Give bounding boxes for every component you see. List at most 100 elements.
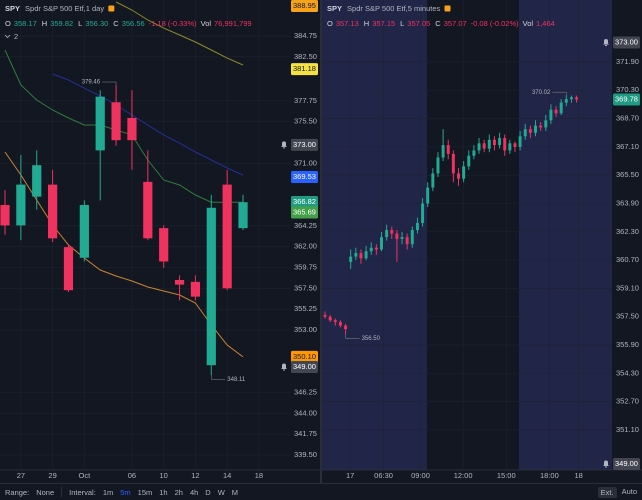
candle-body [333, 320, 337, 323]
source-badge [108, 5, 115, 12]
candle-body [111, 102, 121, 141]
candle-body [328, 316, 332, 321]
price-label-box [613, 458, 640, 470]
interval-button[interactable]: 5m [120, 487, 131, 497]
x-tick-label: 17 [346, 471, 354, 480]
candle-body [400, 237, 404, 239]
auto-button[interactable]: Auto [621, 486, 637, 496]
candle-body [16, 184, 26, 226]
stat-label: O [5, 19, 11, 28]
volume: 76,991,799 [214, 19, 252, 28]
candle-body [238, 202, 248, 229]
stat-value: 357.05 [407, 19, 430, 28]
separator [61, 487, 63, 497]
y-tick-label: 362.30 [616, 227, 639, 236]
toolbar-right: Ext. Auto [597, 486, 637, 498]
chart-title: Spdr S&P 500 Etf,5 minutes [347, 4, 440, 13]
candle-body [364, 251, 368, 259]
candle-body [569, 97, 573, 100]
interval-button[interactable]: 2h [174, 487, 183, 497]
price-label-box [291, 196, 318, 209]
x-tick-label: 10 [160, 471, 168, 480]
chart-header: SPY Spdr S&P 500 Etf,1 day [5, 4, 104, 13]
candle-body [395, 233, 399, 239]
range-select[interactable]: None [36, 487, 55, 497]
y-tick-label: 367.10 [616, 142, 639, 151]
price-label: 381.18 [293, 64, 316, 73]
candle-body [513, 143, 517, 147]
candle-body [564, 99, 568, 103]
volume: 1,464 [536, 19, 555, 28]
candle-body [174, 280, 185, 285]
candle-body [349, 256, 353, 262]
y-tick-label: 371.90 [616, 57, 639, 66]
alert-bell [603, 460, 609, 468]
chart-header: SPY Spdr S&P 500 Etf,5 minutes [327, 4, 441, 13]
stat-label: L [400, 19, 404, 28]
price-label: 373.00 [615, 37, 638, 46]
interval-button[interactable]: M [231, 487, 239, 497]
candle-body [190, 281, 201, 297]
candle-body [127, 117, 137, 141]
interval-button[interactable]: 1h [159, 487, 168, 497]
candle-body [222, 184, 232, 289]
stat-value: 358.17 [14, 19, 37, 28]
indicator-line [52, 73, 244, 176]
candle-body [441, 145, 445, 158]
y-tick-label: 341.75 [294, 429, 317, 438]
x-tick-label: 15:00 [497, 471, 516, 480]
candle-body [385, 230, 389, 238]
x-tick-label: 14 [223, 471, 231, 480]
y-tick-label: 365.50 [616, 170, 639, 179]
y-tick-label: 382.50 [294, 52, 317, 61]
stat-label: O [327, 19, 333, 28]
candle-body [498, 138, 502, 146]
y-tick-label: 363.90 [616, 198, 639, 207]
interval-button[interactable]: 1m [102, 487, 114, 497]
x-tick-label: 29 [48, 471, 56, 480]
x-tick-label: 27 [17, 471, 25, 480]
candle-body [415, 222, 419, 231]
candle-body [472, 150, 476, 156]
price-label: 388.95 [293, 1, 316, 10]
y-tick-label: 384.75 [294, 31, 317, 40]
chart-title: Spdr S&P 500 Etf,1 day [25, 4, 104, 13]
candle-body [431, 173, 435, 188]
y-tick-label: 362.00 [294, 242, 317, 251]
candle-body [338, 322, 342, 326]
candle-body [544, 120, 548, 128]
y-tick-label: 357.50 [616, 312, 639, 321]
ext-button[interactable]: Ext. [597, 486, 617, 498]
candle-body [518, 136, 522, 147]
x-tick-label: 18:00 [540, 471, 559, 480]
stat-label: C [435, 19, 441, 28]
price-label-box [291, 63, 318, 76]
x-tick-label: Oct [79, 471, 92, 480]
stat-value: 357.13 [336, 19, 359, 28]
price-label-box [291, 138, 318, 151]
stat-label: C [113, 19, 119, 28]
y-tick-label: 351.10 [616, 425, 639, 434]
candle-body [426, 187, 430, 204]
y-tick-label: 359.75 [294, 262, 317, 271]
candle-body [534, 125, 537, 133]
candle-body [206, 207, 216, 366]
candle-body [503, 138, 507, 151]
high-label: 370.02 [532, 90, 551, 96]
interval-button[interactable]: W [217, 487, 225, 497]
price-label: 366.82 [293, 197, 316, 206]
interval-button[interactable]: 15m [137, 487, 153, 497]
stat-value: 356.56 [122, 19, 145, 28]
candle-body [477, 143, 481, 151]
indicator-line [4, 49, 243, 203]
interval-button[interactable]: D [205, 487, 211, 497]
interval-button[interactable]: 4h [189, 487, 199, 497]
price-label: 349.00 [615, 459, 638, 468]
candle-body [482, 143, 486, 149]
session-shade [322, 0, 427, 470]
price-label-box [613, 36, 640, 49]
price-label: 349.00 [293, 362, 316, 371]
change: -0.08 (-0.02%) [471, 19, 519, 28]
range-label: Range: [5, 487, 30, 497]
